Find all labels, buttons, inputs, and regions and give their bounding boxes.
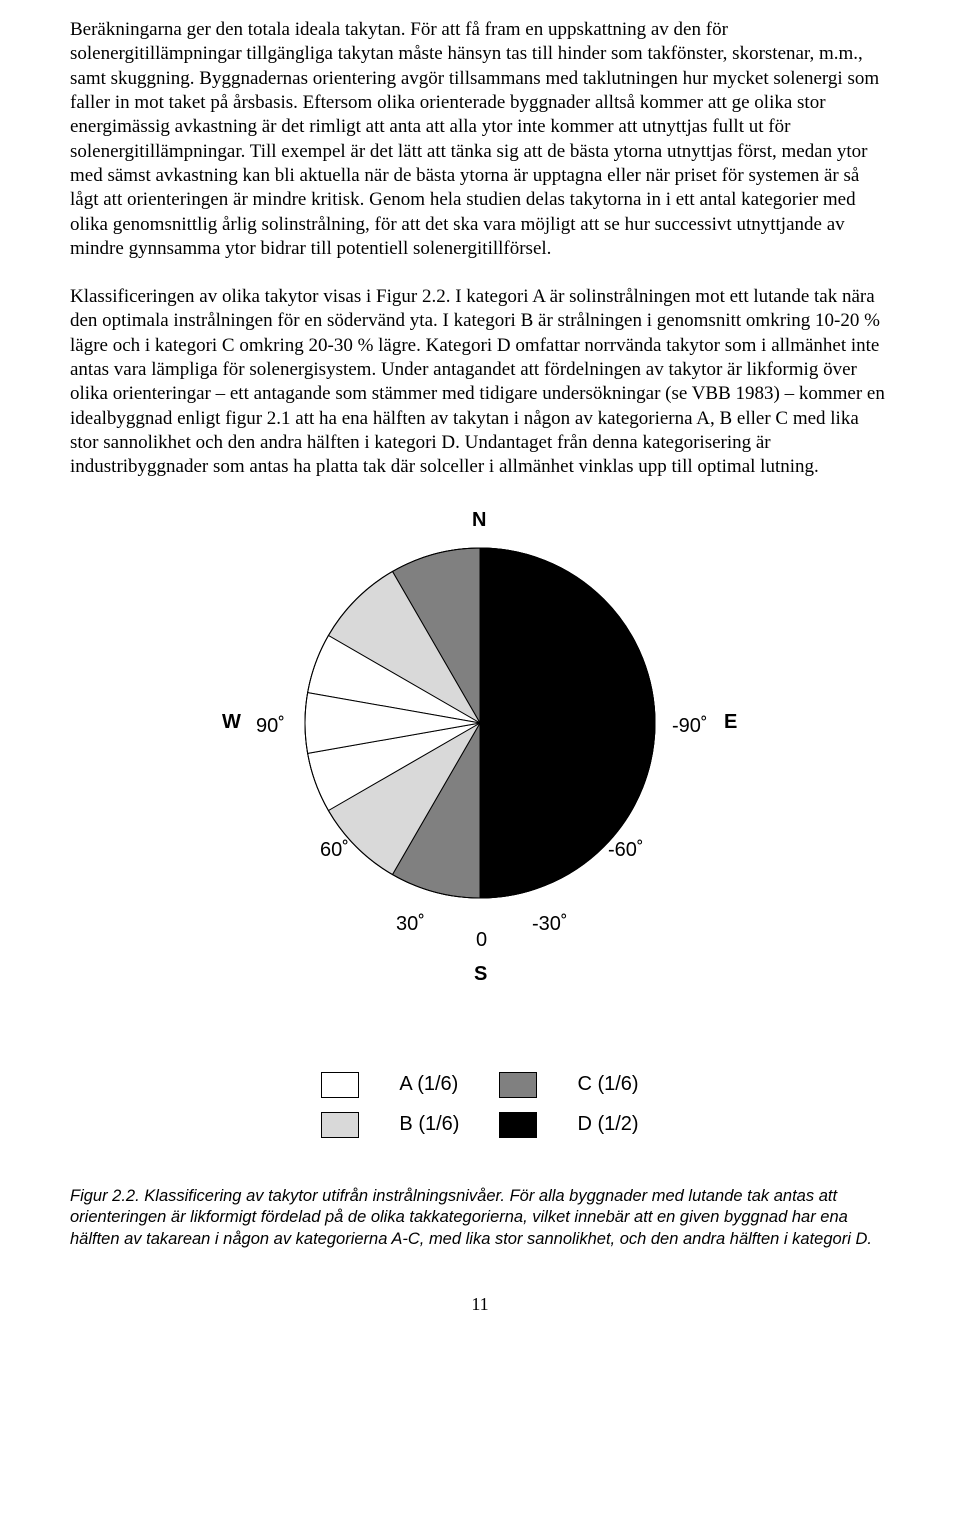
legend-swatch-b — [321, 1112, 359, 1138]
legend-label-a: A (1/6) — [399, 1072, 459, 1098]
legend-swatch-c — [499, 1072, 537, 1098]
compass-s: S — [474, 962, 487, 988]
pie-chart-container: N E W S 90˚ -90˚ 60˚ -60˚ 30˚ -30˚ 0 — [220, 508, 740, 1068]
legend: A (1/6) C (1/6) B (1/6) D (1/2) — [321, 1072, 638, 1138]
page: Beräkningarna ger den totala ideala taky… — [70, 0, 890, 1356]
legend-swatch-d — [499, 1112, 537, 1138]
page-number: 11 — [70, 1293, 890, 1316]
figure-caption: Figur 2.2. Klassificering av takytor uti… — [70, 1186, 890, 1251]
figure-2-2: N E W S 90˚ -90˚ 60˚ -60˚ 30˚ -30˚ 0 A (… — [70, 508, 890, 1138]
legend-label-d: D (1/2) — [577, 1112, 638, 1138]
legend-label-c: C (1/6) — [577, 1072, 638, 1098]
paragraph-1: Beräkningarna ger den totala ideala taky… — [70, 18, 890, 261]
slice-D — [480, 548, 655, 898]
legend-swatch-a — [321, 1072, 359, 1098]
paragraph-2: Klassificeringen av olika takytor visas … — [70, 285, 890, 480]
pie-chart — [220, 508, 740, 948]
legend-label-b: B (1/6) — [399, 1112, 459, 1138]
